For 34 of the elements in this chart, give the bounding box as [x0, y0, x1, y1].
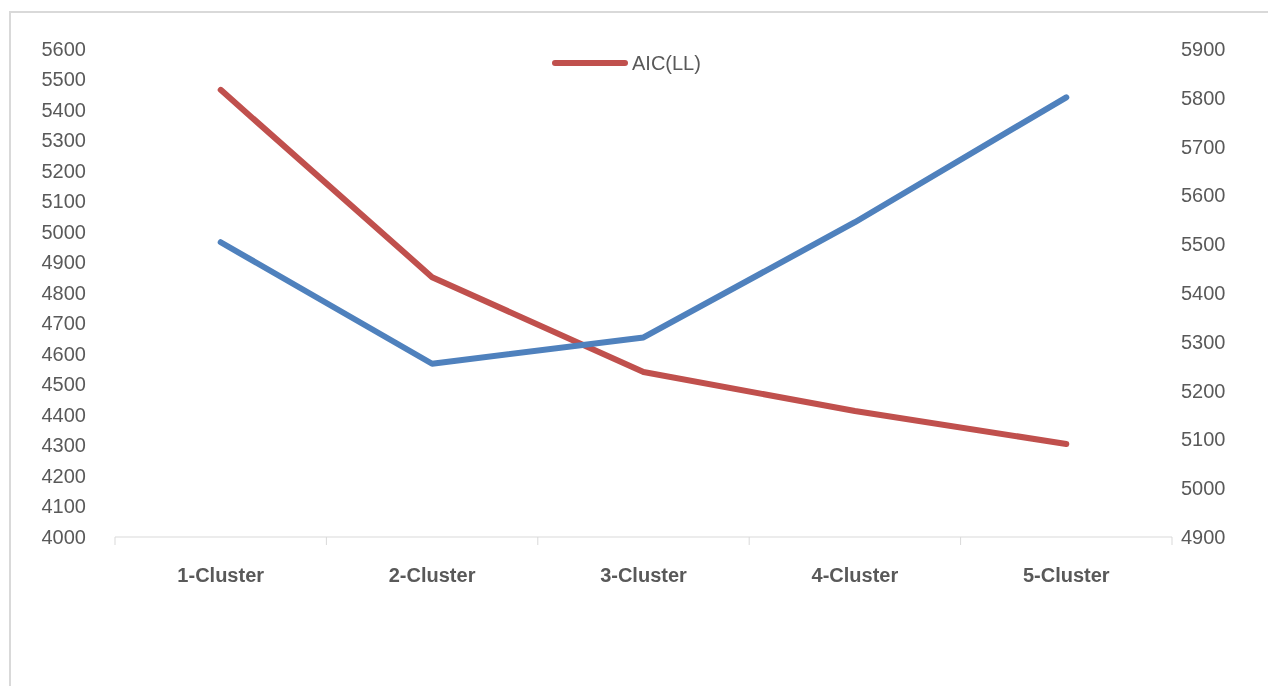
y2-tick-label: 5000 — [1181, 477, 1226, 500]
x-tick-label: 4-Cluster — [811, 564, 899, 586]
y2-tick-label: 5200 — [1181, 379, 1226, 402]
y-tick-label: 5100 — [41, 190, 86, 213]
y2-tick-label: 4900 — [1181, 525, 1226, 548]
y2-tick-label: 5800 — [1181, 86, 1226, 109]
legend-label: AIC(LL) — [632, 52, 701, 74]
y-tick-label: 5300 — [41, 129, 86, 152]
y-tick-label: 5500 — [41, 68, 86, 91]
y2-tick-label: 5700 — [1181, 135, 1226, 158]
y2-tick-label: 5600 — [1181, 184, 1226, 207]
x-tick-label: 3-Cluster — [600, 564, 688, 586]
y-tick-label: 4800 — [41, 281, 86, 304]
y-tick-label: 4600 — [41, 342, 86, 365]
y-tick-label: 4900 — [41, 251, 86, 274]
y-tick-label: 4400 — [41, 403, 86, 426]
y2-tick-label: 5300 — [1181, 330, 1226, 353]
y-tick-label: 5200 — [41, 159, 86, 182]
x-tick-label: 1-Cluster — [177, 564, 265, 586]
y-tick-label: 4100 — [41, 495, 86, 518]
y-tick-label: 5000 — [41, 220, 86, 243]
x-tick-label: 2-Cluster — [388, 564, 476, 586]
y-tick-label: 4000 — [41, 525, 86, 548]
x-tick-label: 5-Cluster — [1022, 564, 1110, 586]
y-tick-label: 5600 — [41, 37, 86, 60]
y-tick-label: 5400 — [41, 98, 86, 121]
y-tick-label: 4200 — [41, 464, 86, 487]
y-tick-label: 4700 — [41, 312, 86, 335]
y2-tick-label: 5500 — [1181, 233, 1226, 256]
y-tick-label: 4300 — [41, 434, 86, 457]
y2-tick-label: 5400 — [1181, 281, 1226, 304]
y2-tick-label: 5900 — [1181, 37, 1226, 60]
y2-tick-label: 5100 — [1181, 428, 1226, 451]
y-tick-label: 4500 — [41, 373, 86, 396]
